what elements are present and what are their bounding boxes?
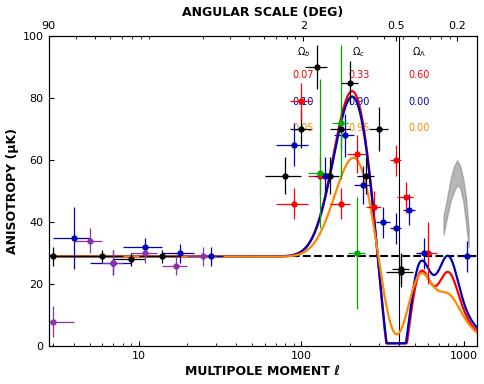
Text: 0.10: 0.10 xyxy=(292,96,313,106)
Text: $\Omega_\Lambda$: $\Omega_\Lambda$ xyxy=(411,45,425,59)
Text: 0.00: 0.00 xyxy=(408,123,429,133)
Text: $\Omega_c$: $\Omega_c$ xyxy=(352,45,365,59)
Y-axis label: ANISOTROPY (μK): ANISOTROPY (μK) xyxy=(5,128,18,254)
Text: 0.00: 0.00 xyxy=(408,96,429,106)
Text: 0.95: 0.95 xyxy=(348,123,369,133)
Text: 0.07: 0.07 xyxy=(292,70,314,80)
Text: 0.90: 0.90 xyxy=(348,96,369,106)
Text: 0.60: 0.60 xyxy=(408,70,429,80)
Text: 0.33: 0.33 xyxy=(348,70,369,80)
X-axis label: MULTIPOLE MOMENT ℓ: MULTIPOLE MOMENT ℓ xyxy=(185,366,340,379)
Text: 0.05: 0.05 xyxy=(292,123,314,133)
X-axis label: ANGULAR SCALE (DEG): ANGULAR SCALE (DEG) xyxy=(182,5,343,18)
Text: $\Omega_b$: $\Omega_b$ xyxy=(296,45,309,59)
